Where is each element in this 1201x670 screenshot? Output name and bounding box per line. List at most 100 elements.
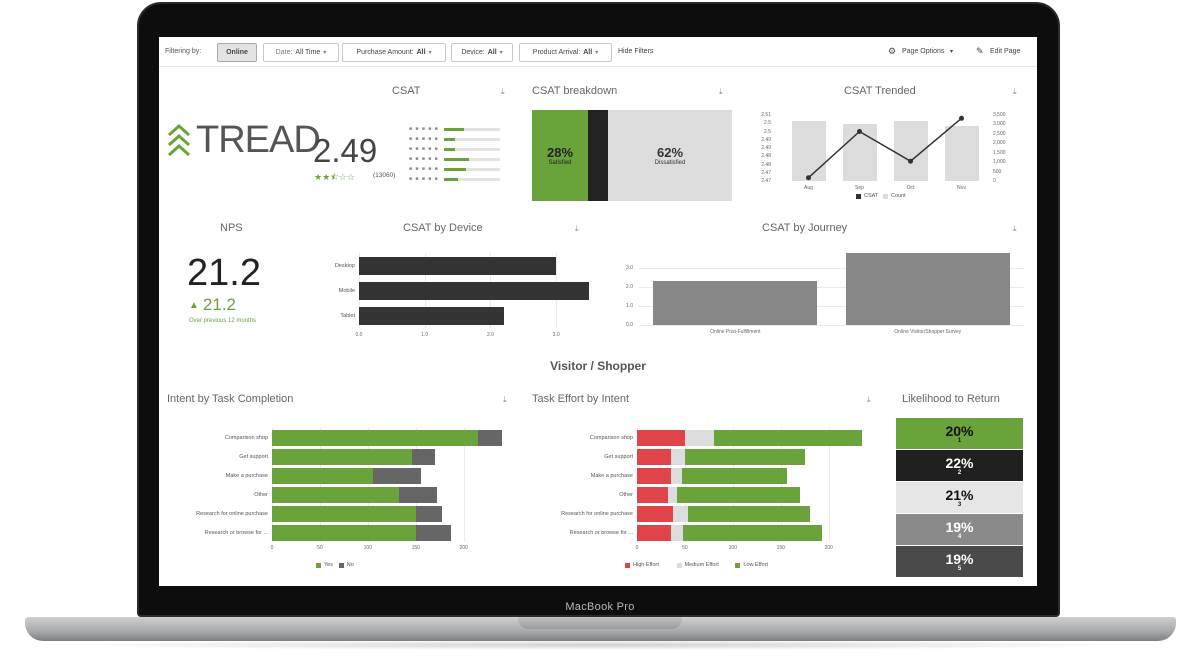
gear-icon[interactable]: ⚙	[888, 46, 897, 56]
y-tick-right: 2,500	[993, 130, 1006, 137]
stacked-segment	[673, 505, 688, 522]
legend-item: Low Effort	[735, 562, 768, 568]
star-row-track	[444, 148, 500, 151]
likelihood-block: 22% 2	[896, 450, 1023, 482]
page-options-button[interactable]: Page Options	[902, 48, 945, 55]
x-tick: 0.0	[355, 332, 363, 338]
grid-line	[272, 428, 273, 542]
csat-line	[807, 117, 962, 179]
likelihood-pct: 20%	[945, 422, 974, 439]
filter-purchase-amount[interactable]: Purchase Amount: All ▾	[342, 43, 446, 62]
filter-online[interactable]: Online	[217, 43, 257, 62]
y-category: Research or browse for ...	[569, 529, 633, 536]
y-category: Get support	[604, 453, 633, 460]
dashboard-screen: Filtering by: Online Date: All Time ▾ Purc…	[159, 37, 1037, 586]
pencil-icon[interactable]: ✎	[976, 46, 984, 56]
hide-filters-link[interactable]: Hide Filters	[618, 48, 654, 55]
download-icon[interactable]: ⤓	[575, 224, 579, 233]
chevron-down-icon: ▾	[428, 50, 432, 56]
download-icon[interactable]: ⤓	[867, 395, 871, 404]
stacked-segment	[637, 467, 671, 484]
filter-purchase-label: Purchase Amount:	[356, 49, 414, 56]
count-bar	[944, 126, 979, 181]
y-category: Research for online purchase	[196, 510, 268, 517]
stacked-segment	[684, 448, 805, 465]
x-tick: 150	[411, 545, 420, 551]
y-category: Desktop	[334, 262, 355, 269]
stacked-segment	[670, 448, 685, 465]
y-category: Other	[619, 491, 633, 498]
csat-by-device-title: CSAT by Device	[403, 222, 483, 234]
grid-line	[639, 306, 1024, 308]
star-row-track	[444, 158, 500, 161]
download-icon[interactable]: ⤓	[503, 395, 507, 404]
x-tick: Aug	[804, 185, 813, 191]
y-tick-right: 500	[993, 168, 1002, 175]
legend-label: No	[346, 562, 354, 568]
likelihood-rank: 2	[957, 469, 962, 476]
csat-trended-chart: 2.51 2.5 2.5 2.49 2.49 2.48 2.48 2.47 2.47 3,500 3…	[755, 111, 1025, 201]
y-tick: 1.0	[626, 303, 633, 310]
y-category: Comparison shop	[589, 434, 633, 441]
stacked-segment	[637, 486, 668, 503]
y-category: Comparison shop	[224, 434, 268, 441]
star-row-fill	[444, 148, 456, 151]
x-category: Online Visitor/Shopper Survey	[894, 329, 962, 335]
star-row-dots: ■ ■ ■ ■ ■	[409, 146, 439, 152]
x-tick: 150	[776, 545, 785, 551]
chevron-up-logo-icon	[167, 123, 191, 157]
star-row-track	[444, 128, 500, 131]
stacked-segment	[637, 524, 671, 541]
x-tick: Sep	[855, 185, 864, 191]
likelihood-pct: 19%	[945, 550, 974, 567]
csat-breakdown-bar: 28% Satisfied 62% Dissatisfied	[532, 110, 732, 201]
filter-online-label: Online	[226, 49, 248, 56]
legend-count: Count	[883, 193, 906, 199]
stacked-segment	[684, 429, 714, 446]
x-tick: Oct	[906, 185, 915, 191]
stacked-segment	[372, 467, 421, 484]
filter-product-arrival[interactable]: Product Arrival: All ▾	[519, 43, 612, 62]
grid-line	[780, 428, 782, 542]
satisfied-segment: 28% Satisfied	[532, 110, 588, 201]
star-row-fill	[444, 178, 458, 181]
chevron-down-icon[interactable]: ▾	[950, 49, 954, 55]
csat-count: (13060)	[373, 172, 396, 179]
y-tick-left: 2.51	[761, 112, 771, 118]
star-row-track	[444, 178, 500, 181]
download-icon[interactable]: ⤓	[1013, 224, 1017, 233]
legend-label: Low Effort	[743, 562, 769, 568]
csat-by-device-chart: 0.0 1.0 2.0 3.0 Desktop Mobile Tablet	[299, 249, 589, 339]
csat-line-svg	[806, 115, 964, 181]
y-tick-left: 2.49	[761, 145, 771, 151]
stacked-segment	[713, 429, 863, 446]
filter-date[interactable]: Date: All Time ▾	[263, 43, 339, 62]
download-icon[interactable]: ⤓	[1013, 87, 1017, 96]
filter-arrival-value: All	[583, 49, 593, 56]
filter-device[interactable]: Device: All ▾	[451, 43, 513, 62]
grid-line	[319, 428, 321, 542]
download-icon[interactable]: ⤓	[501, 87, 505, 96]
legend-swatch	[676, 562, 682, 568]
filter-date-label: Date:	[275, 49, 293, 56]
brand-logo	[167, 123, 191, 164]
edit-page-button[interactable]: Edit Page	[990, 48, 1021, 55]
intent-title: Intent by Task Completion	[167, 393, 294, 405]
legend-label: Medium Effort	[684, 562, 719, 568]
legend-label: CSAT	[864, 193, 879, 199]
y-category: Make a purchase	[590, 472, 633, 479]
stacked-segment	[398, 486, 437, 503]
star-row-dots: ■ ■ ■ ■ ■	[409, 176, 439, 182]
x-tick: 0	[635, 545, 639, 551]
y-category: Get support	[239, 453, 268, 460]
download-icon[interactable]: ⤓	[719, 87, 723, 96]
star-row-dots: ■ ■ ■ ■ ■	[409, 166, 439, 172]
x-tick: 50	[682, 545, 688, 551]
star-row-track	[444, 168, 500, 171]
filter-device-label: Device:	[461, 49, 485, 56]
y-tick-left: 2.49	[761, 136, 771, 143]
star-row-fill	[444, 128, 464, 131]
likelihood-rank: 4	[957, 533, 962, 540]
x-tick: 2.0	[486, 332, 494, 338]
